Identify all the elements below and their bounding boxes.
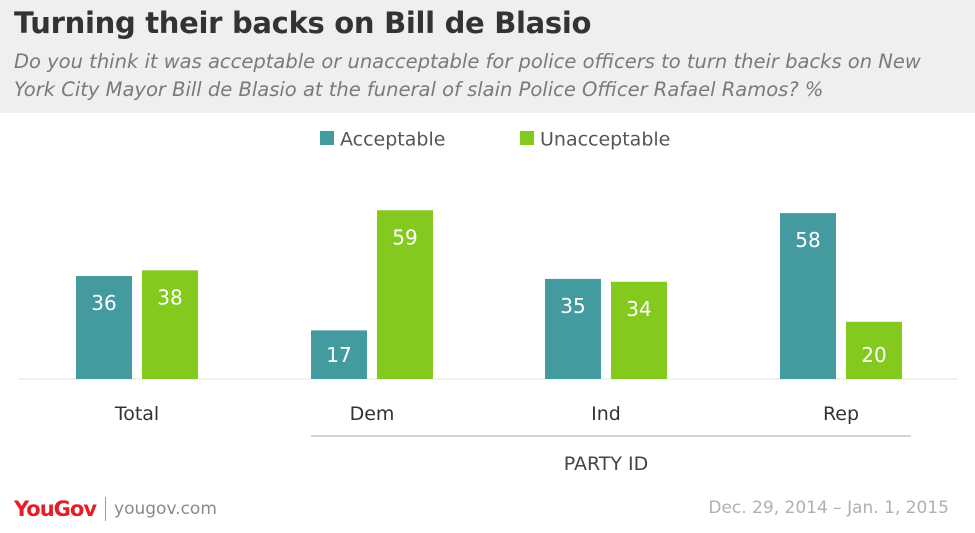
legend-swatch-0 [320, 131, 334, 145]
legend-swatch-1 [520, 131, 534, 145]
bar-dem-acceptable [311, 330, 367, 379]
category-label-dem: Dem [350, 403, 395, 425]
bar-ind-acceptable [545, 278, 601, 379]
legend-label-0: Acceptable [340, 129, 445, 151]
chart-subtitle: Do you think it was acceptable or unacce… [14, 50, 921, 101]
bar-dem-unacceptable [377, 210, 433, 379]
yougov-logo: YouGov [14, 497, 97, 521]
data-label: 17 [326, 343, 351, 367]
bar-rep-unacceptable [846, 321, 902, 379]
chart-title: Turning their backs on Bill de Blasio [14, 6, 592, 40]
legend-label-1: Unacceptable [540, 129, 670, 151]
data-label: 59 [392, 225, 417, 249]
data-label: 35 [560, 294, 585, 318]
bar-ind-unacceptable [611, 281, 667, 379]
data-label: 36 [91, 291, 116, 315]
site-link[interactable]: yougov.com [114, 499, 217, 519]
data-label: 34 [626, 297, 651, 321]
footer-brand: YouGov yougov.com [14, 494, 217, 524]
survey-date: Dec. 29, 2014 – Jan. 1, 2015 [708, 498, 949, 518]
bar-total-acceptable [76, 276, 132, 379]
header: Turning their backs on Bill de Blasio Do… [0, 0, 975, 113]
category-label-total: Total [114, 403, 159, 425]
data-label: 20 [861, 343, 886, 367]
group-label-party-id: PARTY ID [564, 453, 649, 475]
category-label-ind: Ind [591, 403, 621, 425]
bar-total-unacceptable [142, 270, 198, 379]
category-label-rep: Rep [823, 403, 859, 425]
data-label: 58 [795, 228, 820, 252]
footer-separator [105, 497, 107, 521]
bar-rep-acceptable [780, 213, 836, 379]
data-label: 38 [157, 285, 182, 309]
